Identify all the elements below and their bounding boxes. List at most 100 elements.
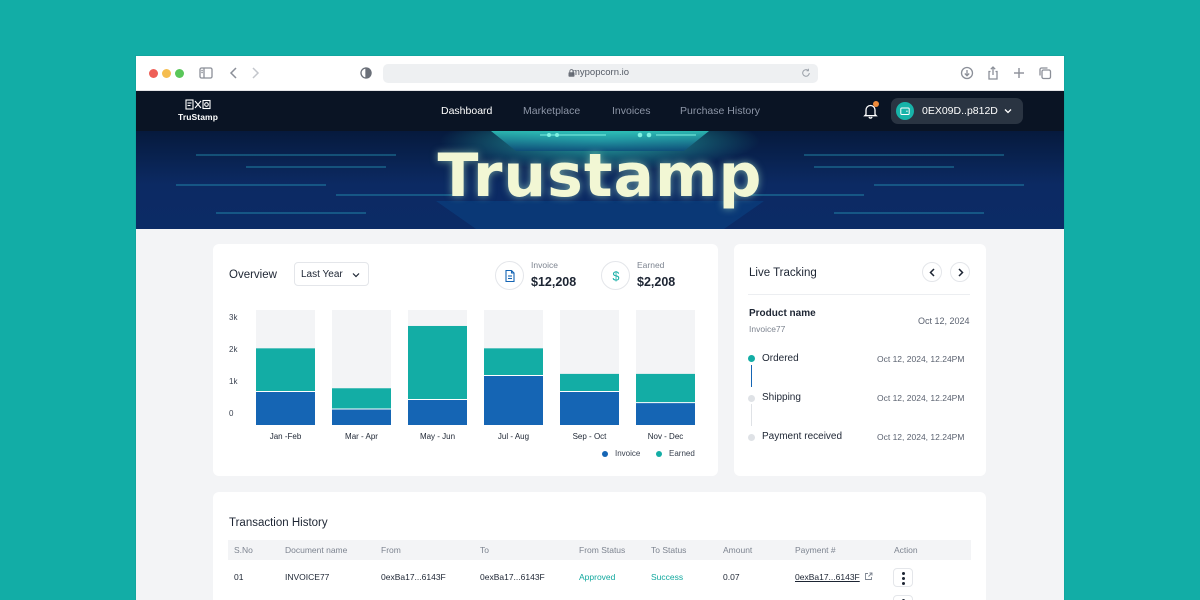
privacy-shield-icon[interactable]: [358, 65, 374, 81]
column-payment: Payment #: [795, 545, 836, 555]
external-link-icon[interactable]: [864, 572, 873, 581]
row-payment-link[interactable]: 0exBa17...6143F: [795, 572, 860, 582]
earned-stat-value: $2,208: [637, 275, 676, 289]
invoice-stat-value: $12,208: [531, 275, 577, 289]
download-icon[interactable]: [959, 65, 975, 81]
row-document-name: INVOICE77: [285, 572, 330, 582]
nav-purchase-history[interactable]: Purchase History: [680, 105, 760, 117]
invoice-stat-icon: [495, 261, 524, 290]
step-ordered-dot: [748, 355, 755, 362]
close-window-button[interactable]: [149, 69, 158, 78]
x-tick-label: May - Jun: [420, 432, 455, 441]
notification-badge: [873, 101, 879, 107]
product-name-label: Product name: [749, 308, 816, 319]
column-from: From: [381, 545, 401, 555]
trustamp-logo[interactable]: TruStamp: [178, 99, 218, 125]
back-arrow-icon[interactable]: [226, 65, 242, 81]
step-shipping-time: Oct 12, 2024, 12.24PM: [877, 393, 965, 403]
product-date: Oct 12, 2024: [918, 316, 970, 326]
share-icon[interactable]: [985, 65, 1001, 81]
overview-title: Overview: [229, 269, 277, 281]
column-to: To: [480, 545, 489, 555]
bar-earned: [408, 325, 467, 400]
logo-text: TruStamp: [178, 112, 219, 122]
x-tick-label: Nov - Dec: [648, 432, 684, 441]
nav-marketplace[interactable]: Marketplace: [523, 105, 581, 117]
banner-decoration: [176, 131, 1024, 229]
step-payment-time: Oct 12, 2024, 12.24PM: [877, 432, 965, 442]
y-tick-label: 0: [229, 409, 234, 418]
svg-text:$: $: [613, 269, 620, 283]
column-to-status: To Status: [651, 545, 687, 555]
tab-overview-icon[interactable]: [1037, 65, 1053, 81]
row-amount: 0.07: [723, 572, 740, 582]
earned-stat-label: Earned: [637, 260, 665, 270]
overview-card: Overview Last Year Invoice $12,208 $ Ear…: [213, 244, 718, 476]
reload-icon[interactable]: [801, 68, 811, 78]
bar-earned: [560, 373, 619, 392]
x-tick-label: Jan -Feb: [270, 432, 302, 441]
invoice-stat-label: Invoice: [531, 260, 558, 270]
row-to: 0exBa17...6143F: [480, 572, 545, 582]
bar-invoice: [408, 399, 467, 425]
column-document-name: Document name: [285, 545, 348, 555]
legend-earned-swatch: [656, 451, 662, 457]
dollar-icon: $: [601, 261, 630, 290]
x-tick-label: Sep - Oct: [573, 432, 608, 441]
y-tick-label: 3k: [229, 313, 238, 322]
chevron-down-icon: [352, 273, 360, 278]
nav-dashboard[interactable]: Dashboard: [441, 105, 493, 117]
browser-toolbar: mypopcorn.io: [136, 56, 1064, 91]
column-action: Action: [894, 545, 918, 555]
step-payment-label: Payment received: [762, 431, 843, 442]
row-to-status: Success: [651, 572, 684, 582]
x-tick-label: Mar - Apr: [345, 432, 378, 441]
divider: [748, 294, 970, 295]
prev-button[interactable]: [922, 262, 942, 282]
table-header: [228, 540, 971, 560]
step-ordered-time: Oct 12, 2024, 12.24PM: [877, 354, 965, 364]
row-from: 0exBa17...6143F: [381, 572, 446, 582]
product-id: Invoice77: [749, 324, 786, 334]
transaction-history-card: Transaction History S.No Document name F…: [213, 492, 986, 600]
minimize-window-button[interactable]: [162, 69, 171, 78]
maximize-window-button[interactable]: [175, 69, 184, 78]
step-payment-dot: [748, 434, 755, 441]
period-select-value: Last Year: [301, 269, 343, 280]
hero-banner: Trustamp: [136, 131, 1064, 229]
step-ordered-label: Ordered: [762, 353, 799, 364]
new-tab-plus-icon[interactable]: [1011, 65, 1027, 81]
address-bar[interactable]: mypopcorn.io: [383, 64, 818, 83]
step-shipping-label: Shipping: [762, 392, 801, 403]
legend-earned-label: Earned: [669, 449, 695, 458]
row-action-menu-button[interactable]: [893, 595, 913, 600]
column-amount: Amount: [723, 545, 753, 555]
bar-earned: [256, 348, 315, 392]
bell-icon[interactable]: [863, 103, 878, 119]
bar-earned: [332, 388, 391, 410]
sidebar-toggle-icon[interactable]: [198, 65, 214, 81]
y-tick-label: 1k: [229, 377, 238, 386]
wallet-icon: [896, 102, 914, 120]
column-sno: S.No: [234, 545, 253, 555]
lock-icon: [568, 69, 575, 77]
banner-title: Trustamp: [437, 141, 763, 211]
row-action-menu-button[interactable]: [893, 568, 913, 587]
step-shipping-dot: [748, 395, 755, 402]
wallet-dropdown[interactable]: 0EX09D..p812D: [891, 98, 1023, 124]
next-button[interactable]: [950, 262, 970, 282]
logo-mark-icon: [185, 99, 211, 110]
bar-invoice: [636, 402, 695, 425]
period-select[interactable]: Last Year: [294, 262, 369, 286]
chevron-down-icon: [1004, 109, 1012, 114]
overview-bar-chart: 3k 2k 1k 0 Jan -Feb Mar - Apr May - Jun Jul - A…: [229, 310, 695, 441]
live-tracking-card: Live Tracking Product name Invoice77 Oct…: [734, 244, 986, 476]
step-connector: [751, 404, 752, 426]
url-text: mypopcorn.io: [571, 67, 630, 78]
row-sno: 01: [234, 572, 244, 582]
bar-invoice: [560, 391, 619, 425]
bar-earned: [484, 348, 543, 376]
nav-invoices[interactable]: Invoices: [612, 105, 651, 117]
bar-earned: [636, 373, 695, 403]
forward-arrow-icon[interactable]: [247, 65, 263, 81]
